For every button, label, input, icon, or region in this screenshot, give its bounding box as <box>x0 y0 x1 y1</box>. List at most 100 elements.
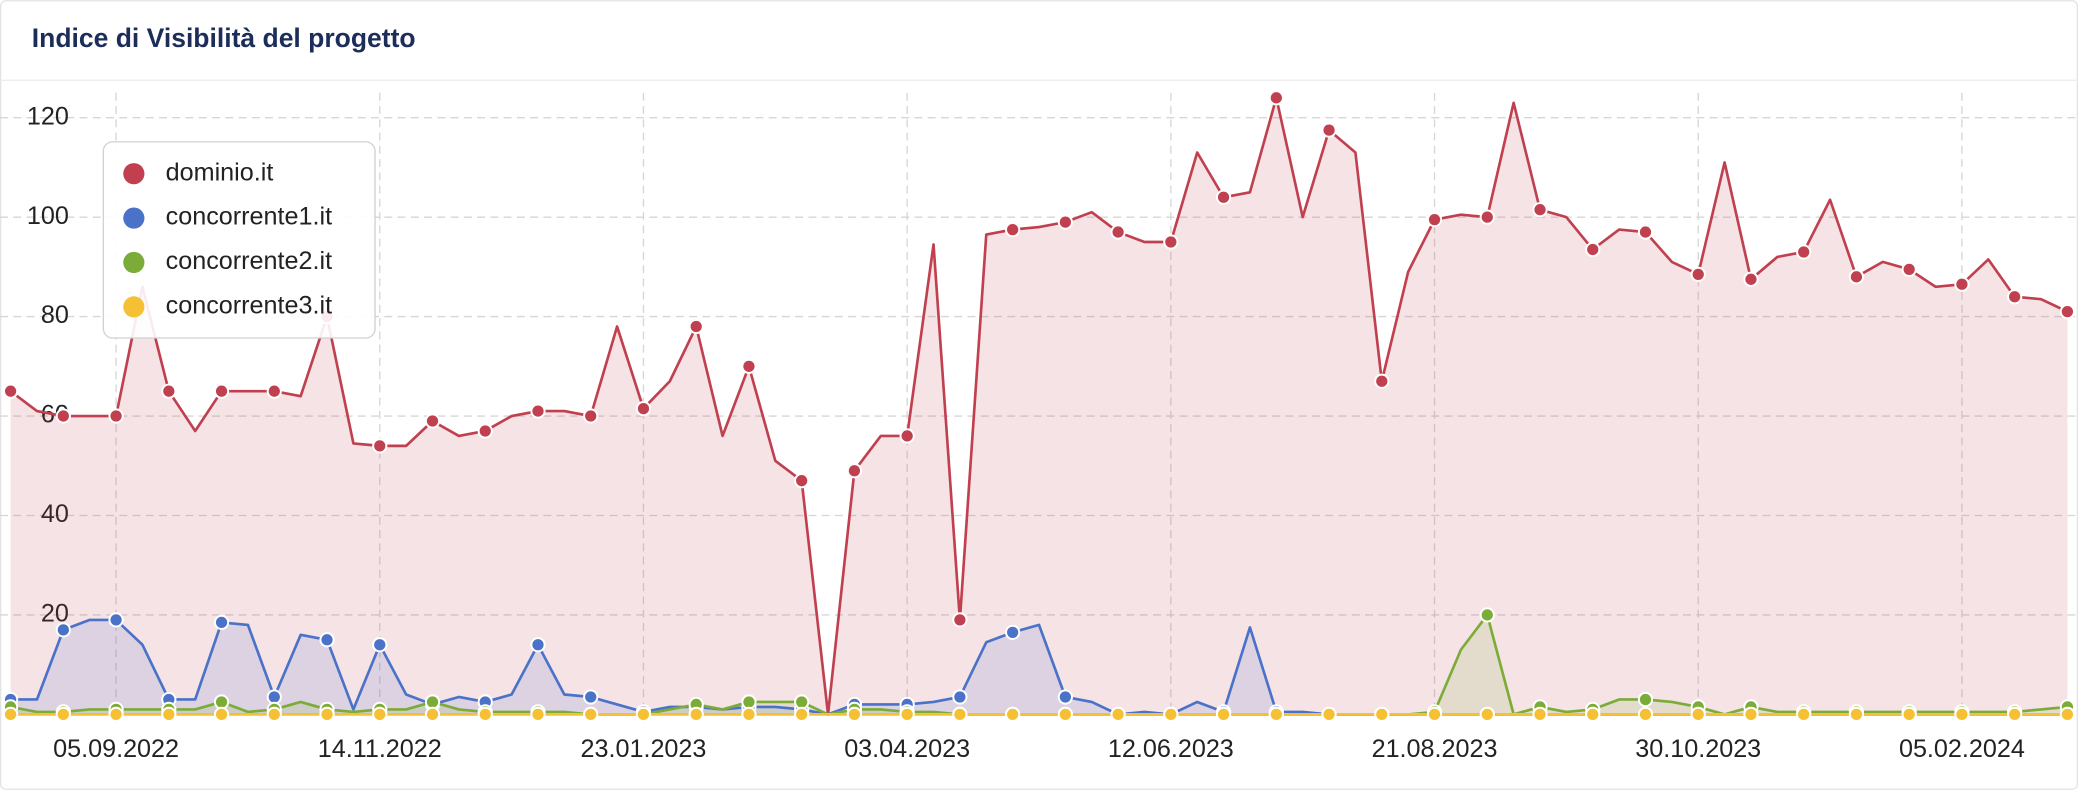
data-point <box>952 612 968 628</box>
data-point <box>794 473 810 489</box>
data-point <box>583 408 599 424</box>
data-point <box>1005 706 1021 723</box>
data-point <box>899 428 915 444</box>
data-point <box>1110 224 1126 240</box>
data-point <box>372 706 388 723</box>
x-tick-label: 21.08.2023 <box>1372 735 1498 763</box>
data-point <box>635 400 652 417</box>
data-point <box>1954 706 1970 723</box>
data-point <box>1479 607 1495 623</box>
data-point <box>583 706 599 723</box>
data-point <box>794 706 810 723</box>
data-point <box>1057 689 1073 705</box>
data-point <box>530 637 546 653</box>
data-point <box>583 689 599 705</box>
x-tick-label: 14.11.2022 <box>318 735 442 763</box>
data-point <box>161 706 177 723</box>
data-point <box>2 706 19 723</box>
data-point <box>1585 706 1601 723</box>
data-point <box>741 694 757 710</box>
data-point <box>1585 241 1601 258</box>
data-point <box>1163 706 1179 723</box>
data-point <box>1268 90 1284 106</box>
data-point <box>213 383 230 399</box>
data-point <box>1426 706 1443 723</box>
data-point <box>213 706 230 723</box>
data-point <box>1479 209 1495 225</box>
data-point <box>2007 289 2023 305</box>
legend-marker <box>123 251 145 274</box>
data-point <box>899 706 915 723</box>
data-point <box>1005 624 1021 640</box>
data-point <box>1057 706 1073 723</box>
data-point <box>1848 269 1865 285</box>
data-point <box>1796 706 1812 723</box>
x-tick-label: 05.02.2024 <box>1899 735 2025 763</box>
data-point <box>952 706 968 723</box>
y-tick-label: 40 <box>41 500 69 528</box>
data-point <box>372 637 388 653</box>
data-point <box>213 694 230 710</box>
data-point <box>213 614 230 631</box>
data-point <box>2 383 19 399</box>
data-point <box>635 706 652 723</box>
data-point <box>1268 706 1284 723</box>
data-point <box>1743 706 1759 723</box>
x-tick-label: 03.04.2023 <box>844 735 970 763</box>
data-point <box>741 706 757 723</box>
data-point <box>530 403 546 419</box>
y-tick-label: 120 <box>27 102 69 130</box>
legend-marker <box>123 207 145 229</box>
data-point <box>424 694 441 710</box>
legend-marker <box>123 163 145 185</box>
series-area <box>10 619 2068 715</box>
data-point <box>266 706 282 723</box>
series-area <box>10 97 2068 715</box>
data-point <box>1690 266 1706 282</box>
data-point <box>1321 122 1337 138</box>
data-point <box>477 423 493 439</box>
data-point <box>1215 706 1232 723</box>
data-point <box>1532 706 1548 723</box>
data-point <box>2007 706 2023 723</box>
data-point <box>1848 706 1865 723</box>
series-line <box>9 96 2068 716</box>
data-point <box>1374 373 1390 389</box>
data-point <box>108 706 124 723</box>
data-point <box>688 318 704 335</box>
data-point <box>952 689 968 705</box>
legend-label: concorrente1.it <box>166 203 332 231</box>
data-point <box>319 632 335 648</box>
data-point <box>846 706 863 723</box>
data-point <box>161 383 177 399</box>
x-tick-label: 30.10.2023 <box>1635 735 1761 763</box>
data-point <box>2059 706 2076 723</box>
data-point <box>55 622 71 638</box>
data-point <box>1637 224 1654 240</box>
data-point <box>1796 244 1812 260</box>
data-point <box>1637 691 1654 708</box>
data-point <box>1321 706 1337 723</box>
data-point <box>1532 202 1548 218</box>
data-point <box>1901 261 1917 277</box>
x-tick-label: 12.06.2023 <box>1108 735 1234 763</box>
data-point <box>1901 706 1917 723</box>
legend-label: concorrente2.it <box>166 247 332 275</box>
data-point <box>1110 706 1126 723</box>
data-point <box>530 706 546 723</box>
data-point <box>1057 214 1073 230</box>
data-point <box>688 706 704 723</box>
legend-box <box>102 141 376 339</box>
data-point <box>424 413 441 429</box>
data-point <box>55 706 71 723</box>
data-point <box>1690 706 1706 723</box>
y-tick-label: 100 <box>27 202 69 230</box>
data-point <box>319 706 335 723</box>
data-point <box>1215 189 1232 205</box>
data-point <box>55 408 71 424</box>
data-point <box>266 689 282 705</box>
data-point <box>846 463 863 479</box>
data-point <box>108 612 124 628</box>
